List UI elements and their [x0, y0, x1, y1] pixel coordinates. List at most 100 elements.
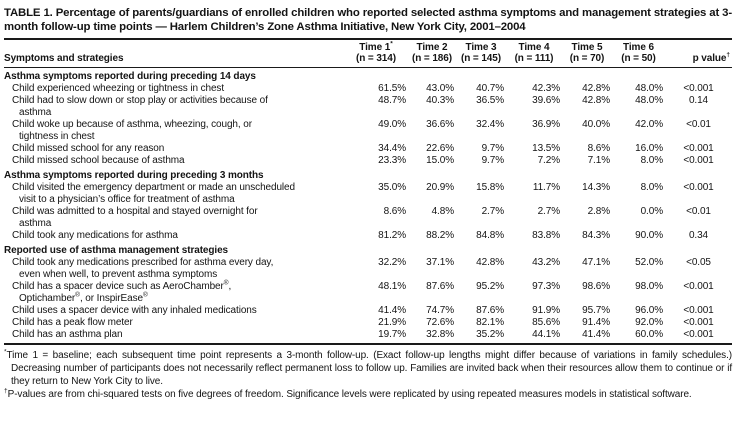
row-label: Child woke up because of asthma, wheezin…: [12, 119, 252, 142]
value-cell: 83.8%: [532, 230, 560, 241]
value-cell: 87.6%: [476, 305, 504, 316]
value-cell: 42.8%: [582, 83, 610, 94]
value-cell: 88.2%: [426, 230, 454, 241]
value-cell: 42.0%: [635, 119, 663, 130]
value-cell: 90.0%: [635, 230, 663, 241]
p-value-cell: <0.001: [683, 317, 714, 328]
value-cell: 13.5%: [532, 143, 560, 154]
value-cell: 91.4%: [582, 317, 610, 328]
value-cell: 0.0%: [640, 206, 664, 217]
value-cell: 42.3%: [532, 83, 560, 94]
value-cell: 48.0%: [635, 83, 663, 94]
value-cell: 48.7%: [378, 95, 406, 106]
row-label: Child took any medications for asthma: [12, 230, 178, 241]
footnote-marker: †: [4, 387, 8, 395]
table-row: Child missed school because of asthma 23.…: [4, 155, 732, 167]
bottom-rule: [4, 343, 732, 345]
section-header: Asthma symptoms reported during precedin…: [4, 71, 256, 82]
value-cell: 16.0%: [635, 143, 663, 154]
row-label: Child experienced wheezing or tightness …: [12, 83, 224, 94]
value-cell: 9.7%: [481, 155, 505, 166]
value-cell: 32.4%: [476, 119, 504, 130]
value-cell: 98.6%: [582, 281, 610, 292]
value-cell: 35.2%: [476, 329, 504, 340]
p-value-cell: <0.01: [686, 206, 711, 217]
column-header-time-3: Time 3 (n = 145): [456, 40, 506, 68]
section-header-row: Reported use of asthma management strate…: [4, 242, 732, 257]
row-label: Child has an asthma plan: [12, 329, 123, 340]
footnote-text: P-values are from chi-squared tests on f…: [7, 388, 692, 400]
row-label: Child uses a spacer device with any inha…: [12, 305, 257, 316]
value-cell: 21.9%: [378, 317, 406, 328]
table-row: Child woke up because of asthma, wheezin…: [4, 119, 732, 143]
row-label: Child has a spacer device such as AeroCh…: [12, 279, 232, 304]
p-value-cell: 0.14: [688, 95, 709, 106]
value-cell: 92.0%: [635, 317, 663, 328]
table-title: TABLE 1. Percentage of parents/guardians…: [4, 7, 732, 33]
value-cell: 61.5%: [378, 83, 406, 94]
p-value-cell: <0.001: [683, 182, 714, 193]
value-cell: 95.2%: [476, 281, 504, 292]
value-cell: 15.8%: [476, 182, 504, 193]
value-cell: 52.0%: [635, 257, 663, 268]
value-cell: 97.3%: [532, 281, 560, 292]
column-header-time-1: Time 1* (n = 314): [344, 40, 408, 68]
value-cell: 43.0%: [426, 83, 454, 94]
value-cell: 48.0%: [635, 95, 663, 106]
table-row: Child missed school for any reason 34.4% 2…: [4, 143, 732, 155]
value-cell: 22.6%: [426, 143, 454, 154]
value-cell: 49.0%: [378, 119, 406, 130]
value-cell: 84.3%: [582, 230, 610, 241]
value-cell: 2.7%: [537, 206, 561, 217]
table-row: Child visited the emergency department o…: [4, 182, 732, 206]
value-cell: 11.7%: [532, 182, 560, 193]
p-value-cell: <0.001: [683, 305, 714, 316]
title-rule: [4, 38, 732, 40]
value-cell: 32.2%: [378, 257, 406, 268]
value-cell: 87.6%: [426, 281, 454, 292]
value-cell: 32.8%: [426, 329, 454, 340]
value-cell: 2.7%: [481, 206, 505, 217]
row-header-label: Symptoms and strategies: [4, 53, 124, 64]
value-cell: 60.0%: [635, 329, 663, 340]
footnote: *Time 1 = baseline; each subsequent time…: [4, 348, 733, 388]
value-cell: 15.0%: [426, 155, 454, 166]
value-cell: 7.2%: [537, 155, 561, 166]
row-label: Child took any medications prescribed fo…: [12, 257, 274, 280]
value-cell: 41.4%: [582, 329, 610, 340]
value-cell: 82.1%: [476, 317, 504, 328]
table-row: Child has a peak flow meter 21.9% 72.6% 82.…: [4, 317, 732, 329]
value-cell: 91.9%: [532, 305, 560, 316]
value-cell: 39.6%: [532, 95, 560, 106]
value-cell: 44.1%: [532, 329, 560, 340]
column-header-time-4: Time 4 (n = 111): [506, 40, 562, 68]
header-row: Symptoms and strategies Time 1* (n = 314)…: [4, 40, 732, 68]
value-cell: 23.3%: [378, 155, 406, 166]
value-cell: 7.1%: [587, 155, 611, 166]
table-row: Child took any medications prescribed fo…: [4, 257, 732, 281]
column-header-symptoms-and-strategies: Symptoms and strategies: [4, 40, 344, 68]
table-row: Child uses a spacer device with any inha…: [4, 305, 732, 317]
value-cell: 42.8%: [476, 257, 504, 268]
value-cell: 85.6%: [532, 317, 560, 328]
value-cell: 8.6%: [587, 143, 611, 154]
footnote-text: Time 1 = baseline; each subsequent time …: [6, 349, 733, 387]
value-cell: 72.6%: [426, 317, 454, 328]
table-row: Child has an asthma plan 19.7% 32.8% 35.2% 4…: [4, 329, 732, 341]
row-label: Child missed school for any reason: [12, 143, 165, 154]
row-label: Child was admitted to a hospital and sta…: [12, 206, 258, 229]
table-row: Child took any medications for asthma 81.…: [4, 230, 732, 242]
p-value-cell: <0.01: [686, 119, 711, 130]
column-header-p-value: p value†: [665, 40, 732, 68]
table-row: Child experienced wheezing or tightness …: [4, 83, 732, 95]
footnote-marker: *: [4, 348, 7, 356]
column-header-time-5: Time 5 (n = 70): [562, 40, 612, 68]
value-cell: 8.0%: [640, 155, 664, 166]
section-header: Reported use of asthma management strate…: [4, 245, 228, 256]
p-value-cell: <0.001: [683, 155, 714, 166]
value-cell: 36.9%: [532, 119, 560, 130]
table-row: Child had to slow down or stop play or a…: [4, 95, 732, 119]
p-value-cell: <0.001: [683, 143, 714, 154]
footnotes: *Time 1 = baseline; each subsequent time…: [4, 348, 733, 401]
